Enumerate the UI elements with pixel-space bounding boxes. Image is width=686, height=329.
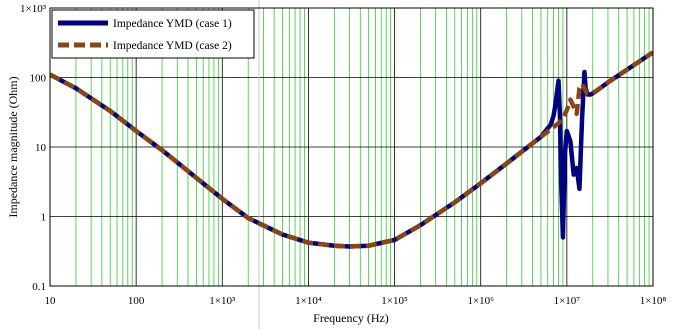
- x-tick-label: 1×10⁸: [640, 295, 667, 307]
- x-tick-label: 10: [45, 295, 57, 307]
- series-line-case-1: [50, 50, 653, 249]
- legend-label-case-1: Impedance YMD (case 1): [113, 18, 232, 30]
- legend-box: [51, 9, 255, 59]
- y-tick-label: 100: [30, 73, 47, 85]
- x-tick-label: 1×10³: [209, 295, 236, 307]
- x-tick-label: 1×10⁶: [467, 295, 494, 307]
- x-axis-title: Frequency (Hz): [313, 311, 389, 325]
- x-axis-ticks: 10 100 1×10³ 1×10⁴ 1×10⁵ 1×10⁶ 1×10⁷ 1×10⁸: [45, 295, 667, 307]
- series-layer: [50, 50, 653, 249]
- x-tick-label: 1×10⁵: [381, 295, 408, 307]
- y-tick-label: 0.1: [32, 281, 46, 293]
- x-tick-label: 1×10⁷: [554, 295, 581, 307]
- y-tick-label: 1: [41, 212, 47, 224]
- legend: Impedance YMD (case 1) Impedance YMD (ca…: [51, 9, 255, 59]
- y-axis-ticks: 0.1 1 10 100 1×10³: [20, 3, 47, 293]
- x-tick-label: 1×10⁴: [295, 295, 322, 307]
- plot-frame: [49, 7, 654, 287]
- x-tick-label: 100: [128, 295, 145, 307]
- legend-label-case-2: Impedance YMD (case 2): [113, 40, 232, 52]
- series-line-case-2: [50, 50, 653, 249]
- y-axis-title: Impedance magnitude (Ohm): [6, 76, 20, 217]
- y-tick-label: 1×10³: [20, 3, 47, 15]
- y-tick-label: 10: [35, 142, 47, 154]
